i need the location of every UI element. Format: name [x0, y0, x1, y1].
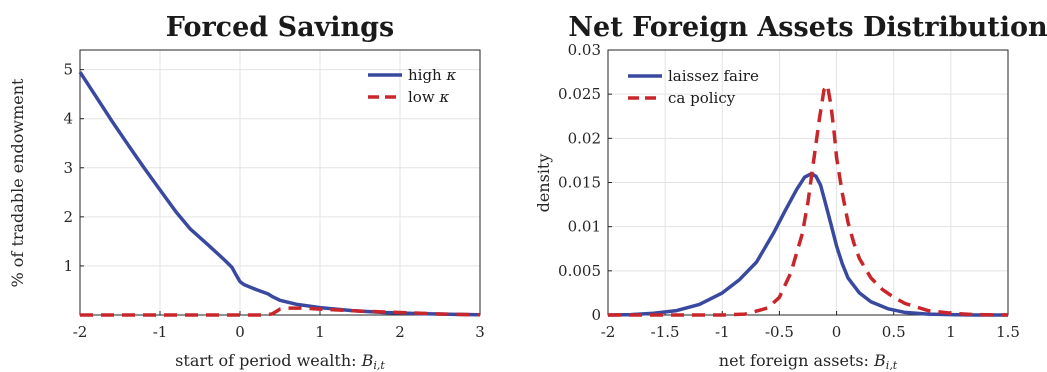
x-axis-label: start of period wealth: Bi,t	[175, 351, 385, 372]
y-tick-label: 2	[63, 208, 73, 226]
y-tick-label: 5	[63, 61, 73, 79]
legend-label: low κ	[408, 88, 449, 106]
axis-ticks: -2 -1.5 -1 -0.5 0 0.5 1 1.5 0 0.005 0.01 0.015 0.02 0…	[558, 41, 1020, 341]
y-tick-label: 0.01	[568, 218, 601, 236]
x-tick-label: 1	[946, 323, 956, 341]
net-foreign-assets-chart: Net Foreign Assets Distribution -2 -1.5 -1…	[534, 12, 1047, 372]
y-tick-label: 0.02	[568, 129, 601, 147]
chart-title: Forced Savings	[166, 12, 394, 43]
x-tick-label: 2	[395, 323, 405, 341]
series-line-2	[80, 306, 481, 317]
x-tick-label: 0	[235, 323, 245, 341]
legend-label: ca policy	[668, 89, 736, 107]
x-tick-label: 0	[832, 323, 842, 341]
x-tick-label: 1.5	[996, 323, 1020, 341]
y-tick-label: 3	[63, 159, 73, 177]
y-axis-label: density	[534, 154, 553, 213]
legend-label: laissez faire	[668, 67, 759, 85]
x-tick-label: -1	[715, 323, 730, 341]
x-tick-label: -0.5	[765, 323, 794, 341]
y-tick-label: 1	[63, 257, 73, 275]
x-tick-label: -2	[601, 323, 616, 341]
axis-ticks: -2 -1 0 1 2 3 1 2 3 4 5	[63, 61, 484, 341]
series-lines	[78, 71, 481, 317]
legend: high κ low κ	[368, 66, 457, 106]
x-tick-label: -1	[153, 323, 168, 341]
chart-title: Net Foreign Assets Distribution	[568, 12, 1047, 43]
x-tick-label: -1.5	[651, 323, 680, 341]
x-tick-label: 0.5	[882, 323, 906, 341]
y-tick-label: 0.015	[558, 174, 601, 192]
y-tick-label: 0.005	[558, 262, 601, 280]
y-tick-label: 4	[63, 110, 73, 128]
legend-label: high κ	[408, 66, 457, 84]
x-tick-label: 1	[315, 323, 325, 341]
series-lines	[607, 83, 1009, 317]
series-line-2	[608, 83, 1009, 317]
y-tick-label: 0	[591, 306, 601, 324]
x-tick-label: -2	[73, 323, 88, 341]
x-axis-label: net foreign assets: Bi,t	[719, 351, 898, 372]
series-line-1	[607, 171, 1008, 317]
y-tick-label: 0.025	[558, 85, 601, 103]
plot-frame	[79, 49, 481, 316]
legend: laissez faire ca policy	[628, 67, 759, 107]
series-line-1	[78, 71, 481, 317]
y-tick-label: 0.03	[568, 41, 601, 59]
y-axis-label: % of tradable endowment	[8, 78, 27, 288]
forced-savings-chart: Forced Savings -2 -1 0 1 2 3 1 2 3 4 5 high κ low κ…	[8, 12, 485, 372]
x-tick-label: 3	[475, 323, 485, 341]
